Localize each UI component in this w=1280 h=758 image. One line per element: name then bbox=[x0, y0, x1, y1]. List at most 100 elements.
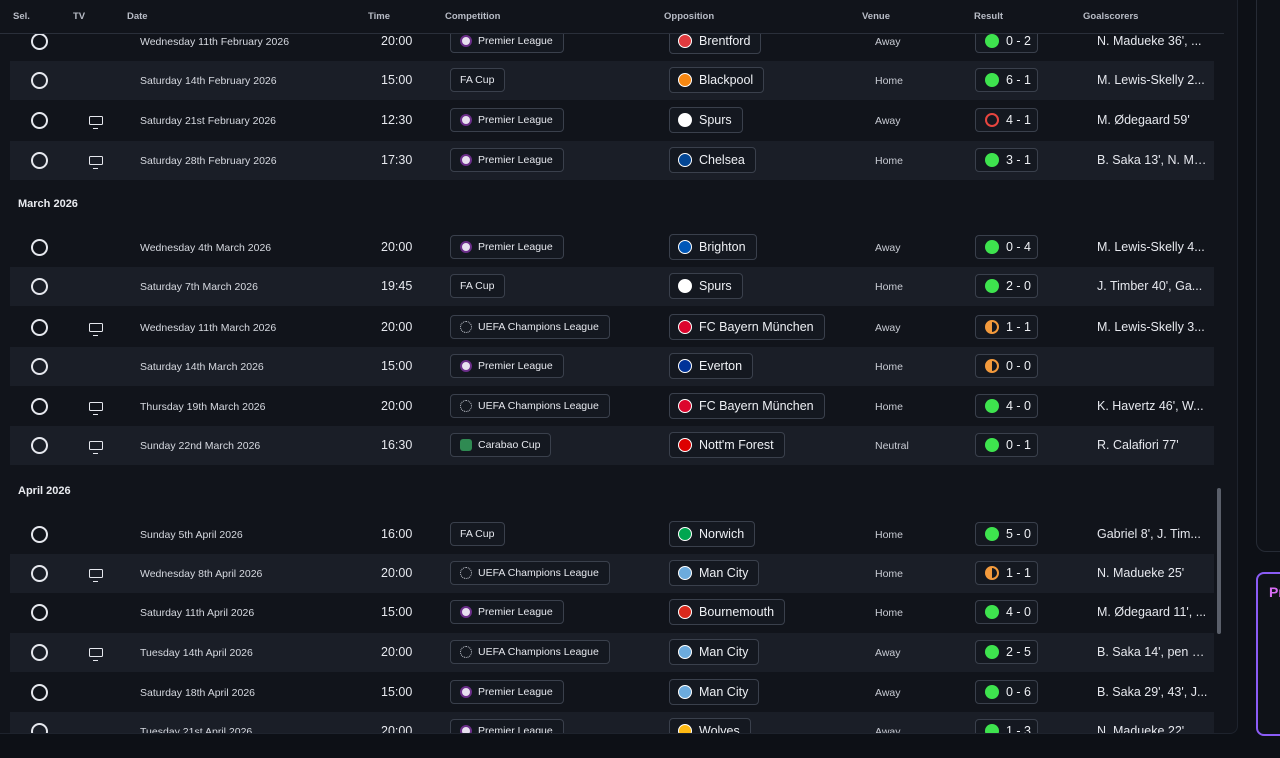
month-heading-march: March 2026 bbox=[18, 198, 78, 210]
fixture-time: 17:30 bbox=[381, 153, 413, 167]
fixture-row[interactable]: Saturday 28th February 2026 17:30 Premier … bbox=[10, 141, 1214, 180]
header-goalscorers[interactable]: Goalscorers bbox=[1083, 11, 1139, 22]
opponent-chip[interactable]: Everton bbox=[669, 353, 754, 379]
side-card[interactable]: Pr bbox=[1256, 572, 1280, 736]
opponent-chip[interactable]: Wolves bbox=[669, 718, 751, 733]
select-radio[interactable] bbox=[31, 239, 48, 256]
select-radio[interactable] bbox=[31, 72, 48, 89]
header-result[interactable]: Result bbox=[974, 11, 1004, 22]
select-radio[interactable] bbox=[31, 278, 48, 295]
club-crest-icon bbox=[678, 153, 692, 167]
competition-chip[interactable]: Premier League bbox=[450, 29, 564, 53]
select-radio[interactable] bbox=[31, 684, 48, 701]
result-chip[interactable]: 1 - 1 bbox=[975, 315, 1038, 339]
opponent-chip[interactable]: Man City bbox=[669, 560, 760, 586]
competition-chip[interactable]: Premier League bbox=[450, 235, 564, 259]
result-chip[interactable]: 4 - 1 bbox=[975, 108, 1038, 132]
fixture-row[interactable]: Wednesday 11th March 2026 20:00 UEFA Champ… bbox=[10, 308, 1214, 347]
select-radio[interactable] bbox=[31, 152, 48, 169]
fixture-row[interactable]: Thursday 19th March 2026 20:00 UEFA Champi… bbox=[10, 387, 1214, 426]
competition-label: FA Cup bbox=[460, 74, 495, 86]
result-chip[interactable]: 5 - 0 bbox=[975, 522, 1038, 546]
opponent-chip[interactable]: Spurs bbox=[669, 107, 743, 133]
fixture-row[interactable]: Saturday 7th March 2026 19:45 FA Cup Spurs H… bbox=[10, 267, 1214, 306]
competition-chip[interactable]: Premier League bbox=[450, 354, 564, 378]
select-radio[interactable] bbox=[31, 112, 48, 129]
fixture-row[interactable]: Saturday 21st February 2026 12:30 Premier … bbox=[10, 101, 1214, 140]
result-chip[interactable]: 0 - 0 bbox=[975, 354, 1038, 378]
select-radio[interactable] bbox=[31, 33, 48, 50]
competition-chip[interactable]: UEFA Champions League bbox=[450, 640, 610, 664]
competition-chip[interactable]: UEFA Champions League bbox=[450, 315, 610, 339]
opponent-chip[interactable]: Man City bbox=[669, 679, 760, 705]
opponent-chip[interactable]: Man City bbox=[669, 639, 760, 665]
result-score: 0 - 2 bbox=[1006, 34, 1032, 48]
competition-chip[interactable]: Premier League bbox=[450, 108, 564, 132]
select-radio[interactable] bbox=[31, 604, 48, 621]
result-chip[interactable]: 0 - 1 bbox=[975, 433, 1038, 457]
select-radio[interactable] bbox=[31, 437, 48, 454]
result-chip[interactable]: 2 - 0 bbox=[975, 274, 1038, 298]
fixture-time: 20:00 bbox=[381, 399, 413, 413]
fixture-venue: Home bbox=[875, 529, 904, 541]
result-chip[interactable]: 4 - 0 bbox=[975, 600, 1038, 624]
opponent-chip[interactable]: Spurs bbox=[669, 273, 743, 299]
opponent-chip[interactable]: Brighton bbox=[669, 234, 757, 260]
competition-label: UEFA Champions League bbox=[478, 400, 599, 412]
fixture-row[interactable]: Wednesday 4th March 2026 20:00 Premier Lea… bbox=[10, 228, 1214, 267]
header-date[interactable]: Date bbox=[127, 11, 148, 22]
result-chip[interactable]: 0 - 6 bbox=[975, 680, 1038, 704]
competition-chip[interactable]: Premier League bbox=[450, 148, 564, 172]
header-venue[interactable]: Venue bbox=[862, 11, 890, 22]
header-time[interactable]: Time bbox=[368, 11, 391, 22]
competition-chip[interactable]: FA Cup bbox=[450, 274, 506, 298]
result-chip[interactable]: 3 - 1 bbox=[975, 148, 1038, 172]
fixture-row[interactable]: Sunday 5th April 2026 16:00 FA Cup Norwich H… bbox=[10, 515, 1214, 554]
opponent-chip[interactable]: Nott'm Forest bbox=[669, 432, 785, 458]
opponent-chip[interactable]: Norwich bbox=[669, 521, 756, 547]
competition-chip[interactable]: Carabao Cup bbox=[450, 433, 552, 457]
competition-chip[interactable]: FA Cup bbox=[450, 68, 506, 92]
result-score: 1 - 3 bbox=[1006, 724, 1032, 734]
competition-chip[interactable]: Premier League bbox=[450, 680, 564, 704]
fixture-venue: Away bbox=[875, 115, 901, 127]
result-chip[interactable]: 4 - 0 bbox=[975, 394, 1038, 418]
result-chip[interactable]: 1 - 3 bbox=[975, 719, 1038, 734]
result-chip[interactable]: 6 - 1 bbox=[975, 68, 1038, 92]
select-radio[interactable] bbox=[31, 644, 48, 661]
fixture-row[interactable]: Wednesday 8th April 2026 20:00 UEFA Champi… bbox=[10, 554, 1214, 593]
fixture-row[interactable]: Saturday 11th April 2026 15:00 Premier Lea… bbox=[10, 593, 1214, 632]
fixture-row[interactable]: Saturday 14th March 2026 15:00 Premier Lea… bbox=[10, 347, 1214, 386]
select-radio[interactable] bbox=[31, 526, 48, 543]
fixture-row[interactable]: Tuesday 14th April 2026 20:00 UEFA Champio… bbox=[10, 633, 1214, 672]
fixture-row[interactable]: Saturday 14th February 2026 15:00 FA Cup Bl… bbox=[10, 61, 1214, 100]
header-competition[interactable]: Competition bbox=[445, 11, 501, 22]
select-radio[interactable] bbox=[31, 565, 48, 582]
competition-chip[interactable]: UEFA Champions League bbox=[450, 394, 610, 418]
fixture-list[interactable]: March 2026 April 2026 Wednesday 11th Feb… bbox=[0, 22, 1224, 734]
fixture-row[interactable]: Sunday 22nd March 2026 16:30 Carabao Cup No… bbox=[10, 426, 1214, 465]
result-score: 4 - 1 bbox=[1006, 113, 1032, 127]
competition-chip[interactable]: FA Cup bbox=[450, 522, 506, 546]
header-opposition[interactable]: Opposition bbox=[664, 11, 715, 22]
select-radio[interactable] bbox=[31, 319, 48, 336]
competition-chip[interactable]: UEFA Champions League bbox=[450, 561, 610, 585]
opponent-chip[interactable]: Bournemouth bbox=[669, 599, 786, 625]
opponent-chip[interactable]: Chelsea bbox=[669, 147, 756, 173]
fixture-row[interactable]: Saturday 18th April 2026 15:00 Premier Lea… bbox=[10, 673, 1214, 712]
select-radio[interactable] bbox=[31, 398, 48, 415]
vertical-scrollbar[interactable] bbox=[1217, 488, 1221, 634]
result-chip[interactable]: 0 - 4 bbox=[975, 235, 1038, 259]
fixture-row[interactable]: Tuesday 21st April 2026 20:00 Premier Leag… bbox=[10, 712, 1214, 734]
opponent-chip[interactable]: FC Bayern München bbox=[669, 393, 825, 419]
competition-chip[interactable]: Premier League bbox=[450, 600, 564, 624]
fixture-time: 15:00 bbox=[381, 605, 413, 619]
result-chip[interactable]: 2 - 5 bbox=[975, 640, 1038, 664]
result-chip[interactable]: 1 - 1 bbox=[975, 561, 1038, 585]
select-radio[interactable] bbox=[31, 723, 48, 733]
competition-chip[interactable]: Premier League bbox=[450, 719, 564, 733]
select-radio[interactable] bbox=[31, 358, 48, 375]
opponent-chip[interactable]: Blackpool bbox=[669, 67, 765, 93]
fixture-time: 12:30 bbox=[381, 113, 413, 127]
opponent-chip[interactable]: FC Bayern München bbox=[669, 314, 825, 340]
